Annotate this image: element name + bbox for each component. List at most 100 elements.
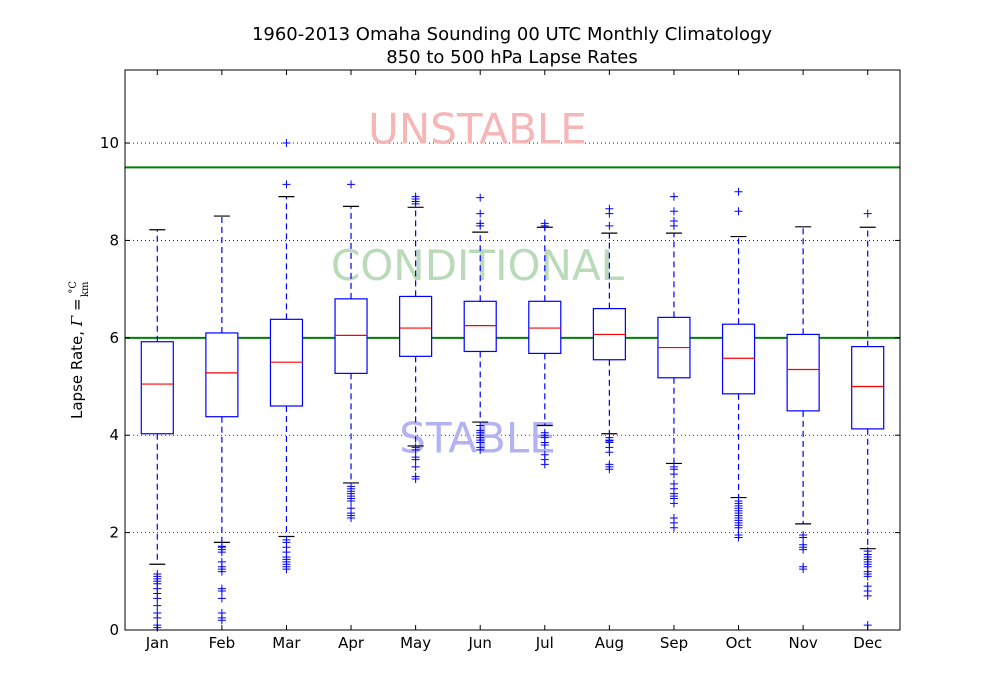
outlier-jul-9 xyxy=(540,460,549,469)
outlier-mar-1 xyxy=(282,139,291,148)
x-tick-label-may: May xyxy=(400,634,431,652)
outlier-aug-11 xyxy=(605,465,614,474)
outlier-feb-7 xyxy=(217,567,226,576)
y-tick-label-4: 4 xyxy=(109,426,119,444)
x-tick-label-dec: Dec xyxy=(853,634,882,652)
outlier-jun-0 xyxy=(476,193,485,202)
x-tick-label-sep: Sep xyxy=(660,634,688,652)
outlier-sep-15 xyxy=(669,523,678,532)
box-may xyxy=(399,192,433,484)
outlier-oct-15 xyxy=(734,533,743,542)
outlier-apr-7 xyxy=(347,496,356,505)
outlier-apr-11 xyxy=(347,514,356,522)
outlier-sep-6 xyxy=(669,470,678,479)
box-mar xyxy=(269,139,304,574)
y-tick-label-6: 6 xyxy=(109,329,119,347)
x-axis: Jan Feb Mar Apr May Jun Jul Aug Sep Oct Nov Dec xyxy=(145,70,882,652)
outlier-dec-0 xyxy=(863,209,872,218)
box-sep xyxy=(657,192,691,532)
outlier-feb-9 xyxy=(217,587,226,596)
x-tick-label-jul: Jul xyxy=(535,634,554,652)
box-nov xyxy=(786,226,820,574)
outlier-oct-13 xyxy=(734,523,743,532)
outlier-oct-1 xyxy=(734,207,743,216)
y-axis-label-gamma: Γ xyxy=(68,315,86,327)
box-feb xyxy=(205,215,239,625)
iqr-box-oct xyxy=(721,323,756,395)
outlier-jul-1 xyxy=(540,221,549,230)
y-axis: 0 2 4 6 8 10 xyxy=(100,134,900,639)
iqr-box-jan xyxy=(140,341,174,435)
iqr-box-dec xyxy=(851,345,885,430)
region-label-conditional: CONDITIONAL xyxy=(331,241,625,290)
x-tick-label-apr: Apr xyxy=(338,634,365,652)
x-tick-label-jan: Jan xyxy=(145,634,169,652)
box-jan xyxy=(140,229,174,632)
box-jul xyxy=(528,219,562,469)
box-oct xyxy=(721,187,756,542)
x-tick-label-oct: Oct xyxy=(726,634,752,652)
outlier-mar-0 xyxy=(282,180,291,189)
x-tick-label-feb: Feb xyxy=(209,634,236,652)
outlier-dec-13 xyxy=(863,591,872,600)
y-axis-label-num: °C xyxy=(68,281,79,294)
grid-lines xyxy=(125,142,900,631)
outlier-feb-3 xyxy=(217,548,226,557)
y-tick-label-8: 8 xyxy=(109,231,119,249)
y-tick-label-2: 2 xyxy=(109,524,119,542)
plot-area-frame xyxy=(124,69,901,631)
outlier-aug-8 xyxy=(605,448,614,457)
outlier-feb-13 xyxy=(217,616,226,625)
outlier-may-3 xyxy=(411,199,420,208)
outlier-dec-10 xyxy=(863,572,872,581)
outlier-apr-0 xyxy=(347,180,356,189)
y-axis-label-text: Lapse Rate, xyxy=(68,326,86,419)
outlier-nov-4 xyxy=(799,545,808,554)
outlier-mar-11 xyxy=(282,565,291,574)
iqr-box-nov xyxy=(786,333,820,412)
outlier-sep-12 xyxy=(669,499,678,508)
outlier-jun-1 xyxy=(476,209,485,218)
outlier-jun-3 xyxy=(476,221,485,230)
outlier-jan-7 xyxy=(153,594,162,603)
outlier-may-5 xyxy=(411,445,420,454)
iqr-box-apr xyxy=(334,298,368,374)
box-aug xyxy=(592,204,626,474)
iqr-box-may xyxy=(399,295,433,357)
box-jun xyxy=(463,193,497,454)
chart-title: 1960-2013 Omaha Sounding 00 UTC Monthly … xyxy=(252,24,772,45)
y-axis-label: Lapse Rate, Γ = °Ckm xyxy=(68,281,91,419)
outlier-jan-8 xyxy=(153,601,162,610)
outlier-jul-6 xyxy=(540,440,549,449)
x-tick-label-jun: Jun xyxy=(467,634,491,652)
x-tick-label-nov: Nov xyxy=(788,634,817,652)
y-tick-label-10: 10 xyxy=(100,134,119,152)
reference-lines xyxy=(125,166,900,339)
y-axis-label-eq: = xyxy=(68,294,86,316)
box-dec xyxy=(851,209,885,630)
outlier-sep-1 xyxy=(669,207,678,216)
iqr-box-jul xyxy=(528,300,562,355)
box-apr xyxy=(334,180,368,522)
outlier-aug-1 xyxy=(605,209,614,218)
outlier-may-8 xyxy=(411,462,420,471)
x-tick-label-mar: Mar xyxy=(272,634,301,652)
iqr-box-jun xyxy=(463,300,497,353)
outlier-jan-10 xyxy=(153,613,162,622)
outlier-may-10 xyxy=(411,475,420,484)
y-axis-label-den: km xyxy=(80,281,91,297)
outlier-nov-1 xyxy=(799,533,808,542)
outlier-sep-3 xyxy=(669,221,678,230)
iqr-box-feb xyxy=(205,332,239,418)
outlier-jun-12 xyxy=(476,445,485,454)
chart-subtitle: 850 to 500 hPa Lapse Rates xyxy=(386,47,637,68)
outlier-nov-6 xyxy=(799,565,808,574)
outlier-feb-10 xyxy=(217,594,226,603)
outlier-may-7 xyxy=(411,455,420,464)
box-series xyxy=(140,139,885,632)
outlier-aug-2 xyxy=(605,221,614,230)
y-tick-label-0: 0 xyxy=(109,621,119,639)
outlier-sep-0 xyxy=(669,192,678,201)
